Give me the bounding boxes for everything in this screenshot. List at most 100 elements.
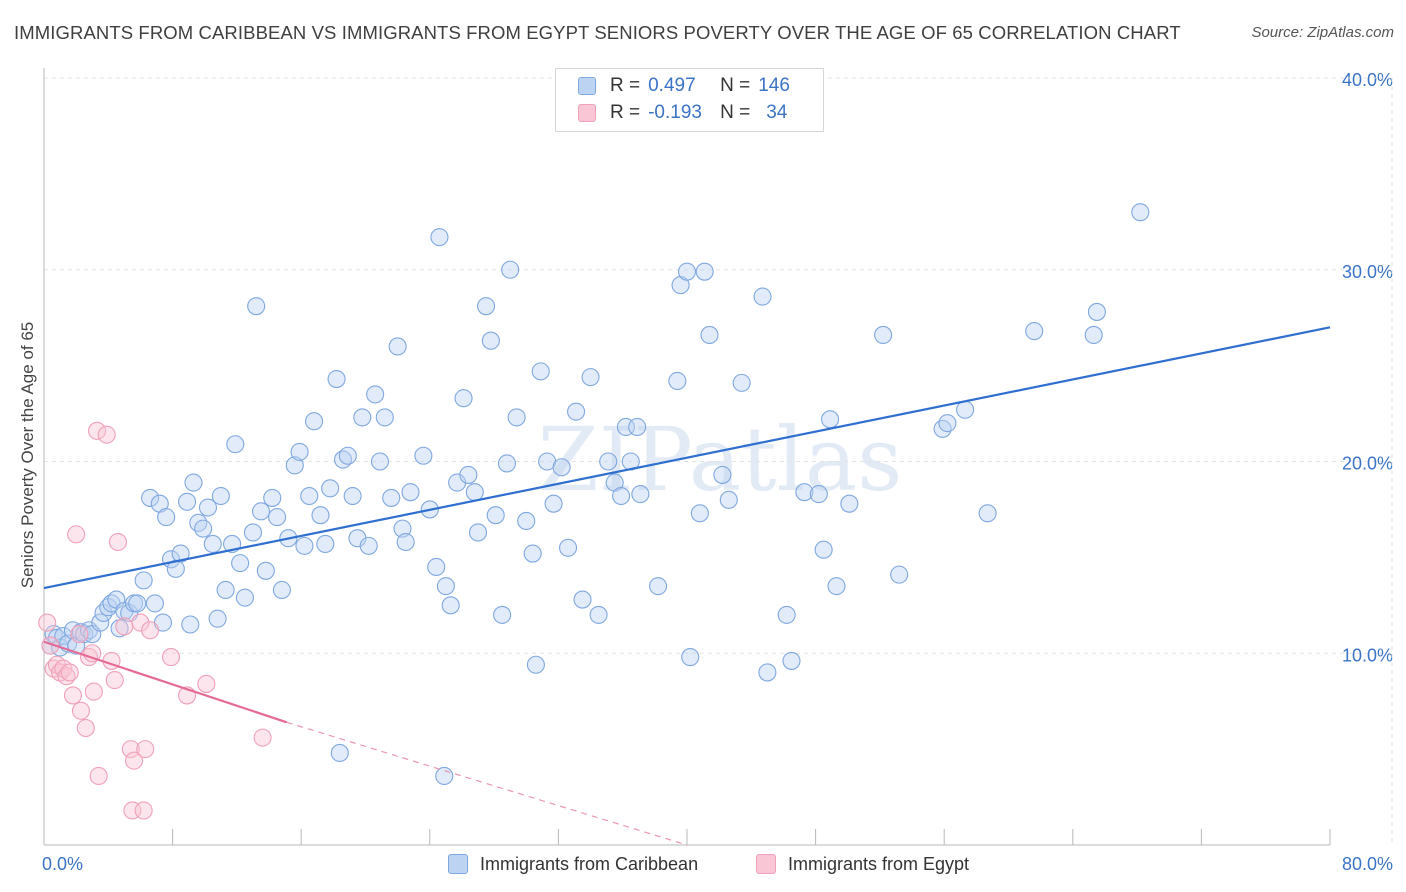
caribbean-point bbox=[343, 486, 362, 506]
caribbean-point bbox=[713, 465, 732, 484]
caribbean-point bbox=[338, 446, 357, 465]
caribbean-point bbox=[719, 490, 738, 509]
bottom-legend-egypt: Immigrants from Egypt bbox=[756, 852, 969, 876]
caribbean-point bbox=[388, 337, 407, 356]
caribbean-point bbox=[567, 402, 586, 421]
caribbean-point bbox=[134, 571, 153, 590]
caribbean-point bbox=[430, 228, 449, 247]
caribbean-point bbox=[486, 506, 505, 525]
caribbean-point bbox=[226, 435, 245, 454]
caribbean-point bbox=[300, 486, 319, 506]
egypt-point bbox=[84, 682, 103, 701]
egypt-point bbox=[115, 617, 134, 636]
caribbean-point bbox=[401, 483, 420, 502]
caribbean-point bbox=[938, 414, 957, 433]
legend-swatch-caribbean bbox=[578, 77, 596, 95]
watermark: ZIPatlas bbox=[538, 408, 903, 511]
caribbean-point bbox=[493, 605, 512, 624]
caribbean-point bbox=[321, 479, 340, 498]
egypt-point bbox=[134, 801, 153, 820]
legend-r-value: -0.193 bbox=[648, 102, 702, 123]
caribbean-point bbox=[631, 485, 650, 504]
caribbean-point bbox=[375, 408, 394, 427]
legend-n-label: N = bbox=[720, 102, 751, 123]
caribbean-point bbox=[285, 456, 304, 475]
caribbean-point bbox=[181, 615, 200, 634]
caribbean-point bbox=[435, 766, 454, 786]
caribbean-point bbox=[311, 506, 330, 525]
caribbean-point bbox=[668, 371, 687, 391]
caribbean-point bbox=[414, 446, 433, 465]
egypt-point bbox=[87, 421, 107, 440]
egypt-point bbox=[131, 613, 150, 632]
egypt-point bbox=[76, 718, 95, 738]
caribbean-point bbox=[211, 486, 230, 506]
caribbean-point bbox=[628, 417, 647, 437]
bottom-legend-caribbean: Immigrants from Caribbean bbox=[448, 852, 698, 876]
caribbean-point bbox=[544, 494, 563, 513]
egypt-point bbox=[83, 644, 102, 663]
x-tick-label: 0.0% bbox=[42, 854, 83, 874]
egypt-point bbox=[70, 625, 89, 644]
egypt-trend-extension bbox=[286, 721, 688, 846]
caribbean-point bbox=[178, 492, 197, 511]
caribbean-point bbox=[599, 452, 618, 471]
egypt-points bbox=[38, 421, 272, 820]
caribbean-point bbox=[231, 554, 250, 573]
caribbean-point bbox=[247, 297, 266, 316]
caribbean-point bbox=[353, 408, 372, 427]
caribbean-point bbox=[468, 523, 488, 542]
caribbean-point bbox=[700, 325, 719, 344]
caribbean-point bbox=[454, 389, 473, 408]
caribbean-point bbox=[203, 534, 222, 554]
egypt-point bbox=[121, 740, 140, 759]
caribbean-point bbox=[189, 513, 208, 532]
caribbean-point bbox=[890, 565, 909, 584]
caribbean-point bbox=[157, 508, 176, 527]
caribbean-point bbox=[695, 262, 714, 281]
caribbean-point bbox=[330, 743, 349, 763]
egypt-point bbox=[141, 621, 160, 640]
caribbean-point bbox=[649, 577, 668, 596]
egypt-point bbox=[136, 740, 155, 759]
y-tick-label: 40.0% bbox=[1342, 70, 1393, 90]
caribbean-point bbox=[477, 297, 496, 316]
caribbean-point bbox=[393, 519, 412, 538]
caribbean-point bbox=[198, 498, 218, 517]
caribbean-point bbox=[821, 410, 840, 429]
caribbean-point bbox=[396, 532, 415, 552]
caribbean-point bbox=[481, 331, 500, 350]
caribbean-point bbox=[145, 594, 164, 613]
source-label: Source: ZipAtlas.com bbox=[1251, 24, 1394, 41]
caribbean-point bbox=[814, 540, 833, 559]
egypt-point bbox=[124, 751, 144, 770]
caribbean-point bbox=[436, 577, 455, 596]
caribbean-point bbox=[758, 663, 777, 682]
egypt-trend-line bbox=[43, 640, 288, 724]
caribbean-point bbox=[305, 412, 324, 431]
egypt-point bbox=[161, 648, 181, 667]
legend-r-value: 0.497 bbox=[648, 75, 696, 96]
caribbean-point bbox=[517, 511, 536, 530]
caribbean-point bbox=[795, 483, 814, 502]
caribbean-point bbox=[558, 538, 578, 557]
caribbean-point bbox=[827, 577, 846, 596]
caribbean-point bbox=[290, 442, 309, 461]
caribbean-point bbox=[382, 488, 401, 507]
caribbean-point bbox=[840, 494, 859, 513]
caribbean-point bbox=[777, 605, 796, 624]
caribbean-point bbox=[526, 655, 545, 674]
caribbean-point bbox=[753, 287, 772, 306]
caribbean-point bbox=[1025, 322, 1044, 341]
caribbean-point bbox=[523, 544, 542, 563]
caribbean-point bbox=[208, 609, 227, 628]
caribbean-point bbox=[268, 508, 287, 527]
caribbean-point bbox=[141, 488, 160, 507]
correlation-legend: R = 0.497 N = 146 R = -0.193 N = 34 bbox=[555, 68, 824, 132]
caribbean-point bbox=[272, 580, 291, 600]
caribbean-point bbox=[782, 651, 801, 670]
egypt-point bbox=[108, 532, 127, 552]
caribbean-point bbox=[681, 648, 700, 667]
caribbean-point bbox=[194, 519, 213, 538]
